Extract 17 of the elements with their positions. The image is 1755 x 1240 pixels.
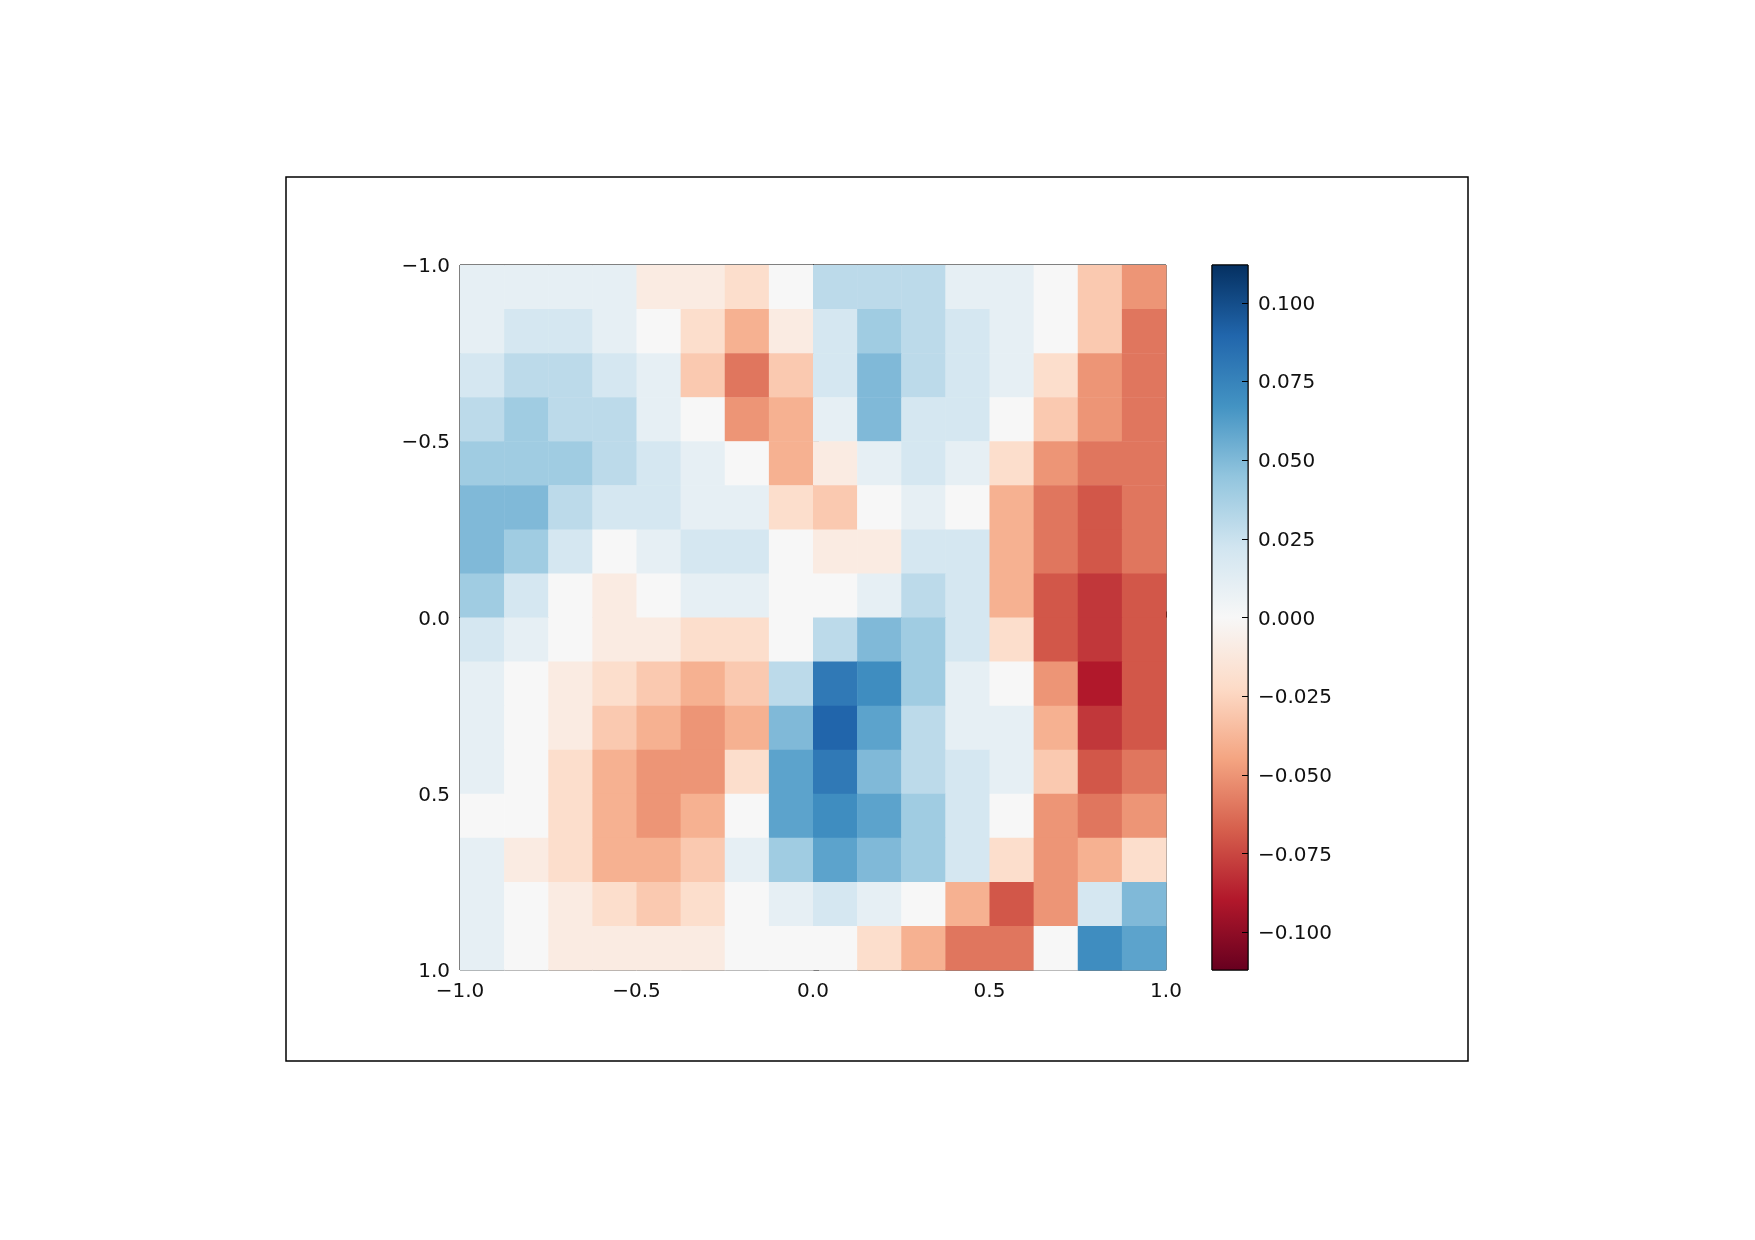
color-bar-label: 0.000 [1258, 605, 1316, 630]
color-bar-label: 0.075 [1258, 369, 1316, 394]
y-tick-label: −1.0 [401, 253, 450, 277]
x-tick-label: 0.0 [797, 978, 829, 1002]
color-bar-label: −0.050 [1258, 762, 1333, 787]
color-bar-label: 0.025 [1258, 526, 1316, 551]
color-bar-label: 0.050 [1258, 448, 1316, 473]
y-tick-label: 0.5 [418, 781, 450, 806]
color-bar-label: −0.100 [1258, 920, 1333, 945]
color-bar-label: −0.075 [1258, 841, 1333, 866]
x-tick-label: 0.5 [973, 978, 1006, 1002]
color-bar-label: 0.100 [1258, 290, 1316, 315]
y-tick-label: −0.5 [401, 429, 450, 454]
color-bar-label: −0.025 [1258, 684, 1333, 709]
x-tick-label: −0.5 [612, 978, 661, 1002]
y-tick-label: 0.0 [418, 605, 450, 630]
x-tick-label: 1.0 [1150, 978, 1182, 1002]
